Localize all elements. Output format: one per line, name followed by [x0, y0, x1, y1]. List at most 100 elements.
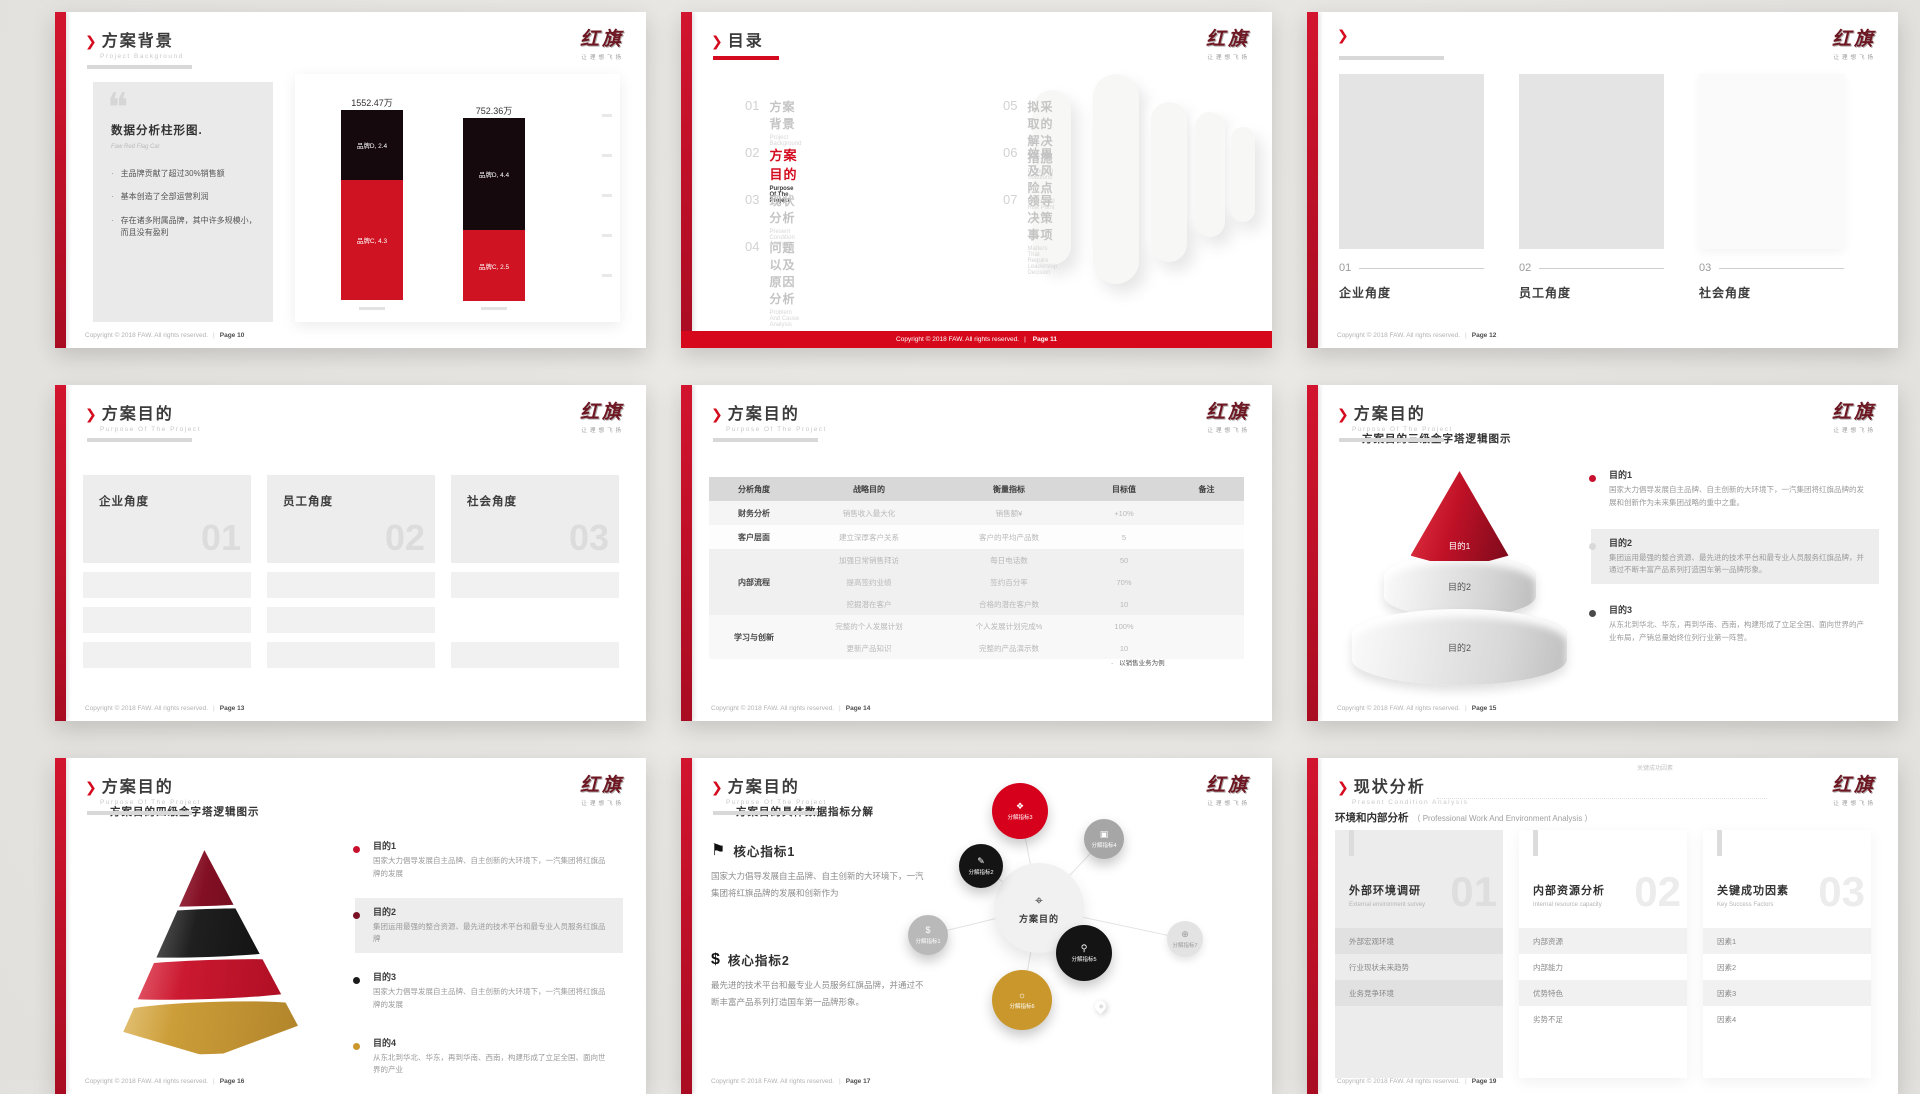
slide-header: ❯ 方案目的 Purpose Of The Project	[85, 773, 201, 815]
toc-item-07[interactable]: 07 领导决策事项 Matters That Require Leadership…	[1003, 192, 1058, 276]
section-subtitle: 环境和内部分析 （ Professional Work And Environm…	[1335, 812, 1593, 824]
slide-12-three-perspectives[interactable]: ❯ 红旗 让理想飞扬 01 企业角度 02 员工角度 03 社会角度 Copyr…	[1307, 12, 1898, 348]
big-number: 01	[1450, 868, 1497, 915]
page-subtitle-en: Purpose Of The Project	[1352, 426, 1453, 433]
item-number-row: 01	[1339, 262, 1484, 274]
stacked-bar-chart: 1552.47万 品牌D, 2.4 品牌C, 4.3 752.36万 品牌D, …	[295, 74, 620, 322]
copyright-text: Copyright © 2018 FAW. All rights reserve…	[711, 1078, 835, 1085]
hongqi-logo-tagline: 让理想飞扬	[1207, 428, 1250, 434]
purpose-item-2: 目的2 集团运用最强的整合资源、最先进的技术平台和最专业人员服务红旗品牌，并通过…	[1589, 528, 1879, 584]
hongqi-logo-text: 红旗	[1831, 774, 1876, 796]
item-number-row: 03	[1699, 262, 1844, 274]
cone-highlight	[109, 847, 306, 1062]
red-accent-stripe	[681, 385, 692, 721]
toc-item-05[interactable]: 05 拟采取的解决措施 Proposed Solutions	[1003, 98, 1054, 181]
slide-header: ❯ 方案目的 Purpose Of The Project	[1337, 400, 1453, 442]
header-underline	[87, 65, 192, 69]
pencil-icon: ✎	[977, 855, 985, 866]
page-subtitle-en: Purpose Of The Project	[100, 799, 201, 806]
hongqi-logo: 红旗 让理想飞扬	[1832, 397, 1876, 434]
table-row: 销售收入最大化 销售额¥ +10%	[842, 508, 1134, 518]
bar-segment-brand-c: 品牌C, 2.5	[463, 230, 525, 301]
card-title: 数据分析柱形图.	[111, 125, 203, 137]
copyright-text: Copyright © 2018 FAW. All rights reserve…	[85, 332, 209, 339]
slide-19-present-condition[interactable]: 关键成功因素 ❯ 现状分析 Present Condition Analysis…	[1307, 758, 1898, 1094]
red-accent-stripe	[55, 385, 66, 721]
purpose-bullet-list: 目的1 国家大力倡导发展自主品牌、自主创新的大环境下，一汽集团将红旗品牌的发展 …	[353, 832, 623, 1094]
red-accent-stripe	[55, 758, 66, 1094]
list-item: · 基本创造了全部运营利润	[111, 192, 209, 202]
decorative-pill	[1231, 127, 1255, 222]
hongqi-logo-text: 红旗	[1831, 401, 1876, 423]
toc-item-03[interactable]: 03 现状分析 Present Condition Analysis	[745, 192, 796, 247]
toc-item-02-active[interactable]: 02 方案目的 Purpose Of The Project	[745, 145, 798, 204]
purpose-item-2: 目的2 集团运用最强的整合资源、最先进的技术平台和最专业人员服务红旗品牌	[353, 897, 623, 953]
red-accent-stripe	[1307, 385, 1318, 721]
pyramid-tier-2: 目的2	[1383, 555, 1536, 617]
bullet-dot-icon	[1589, 610, 1596, 617]
copyright-text: Copyright © 2018 FAW. All rights reserve…	[85, 705, 209, 712]
list-item: 因素3	[1703, 980, 1871, 1006]
slide-footer: Copyright © 2018 FAW. All rights reserve…	[1337, 705, 1497, 712]
dollar-icon: $	[925, 924, 931, 935]
quote-icon: ❝	[107, 85, 129, 131]
hongqi-logo: 红旗 让理想飞扬	[1832, 770, 1876, 807]
slide-footer: Copyright © 2018 FAW. All rights reserve…	[711, 1078, 871, 1085]
hongqi-logo-tagline: 让理想飞扬	[1833, 55, 1876, 61]
purpose-item-1: 目的1 国家大力倡导发展自主品牌、自主创新的大环境下，一汽集团将红旗品牌的发展	[353, 832, 623, 888]
globe-icon: ⊕	[1181, 928, 1189, 939]
header-underline	[713, 56, 779, 60]
toc-item-06[interactable]: 06 效果及风险点 Effect And Risk Point	[1003, 145, 1055, 211]
hongqi-logo: 红旗 让理想飞扬	[1206, 24, 1250, 61]
slide-13-purpose-columns[interactable]: ❯ 方案目的 Purpose Of The Project 红旗 让理想飞扬 企…	[55, 385, 646, 721]
big-number: 02	[384, 517, 425, 558]
chevron-icon: ❯	[1337, 779, 1349, 795]
copyright-text: Copyright © 2018 FAW. All rights reserve…	[1337, 1078, 1461, 1085]
page-number: Page 13	[219, 705, 245, 712]
list-item: 内部能力	[1533, 962, 1563, 972]
decorative-pill	[1033, 90, 1071, 265]
page-title: 方案目的	[101, 406, 174, 423]
hongqi-logo-tagline: 让理想飞扬	[581, 801, 624, 807]
x-axis-label-hint	[481, 307, 507, 310]
slide-16-four-level-pyramid[interactable]: ❯ 方案目的 Purpose Of The Project 红旗 让理想飞扬 方…	[55, 758, 646, 1094]
column-tick	[1533, 830, 1538, 856]
bullet-dot-icon	[353, 1042, 360, 1050]
search-icon: ⚲	[1080, 942, 1088, 953]
chevron-icon: ❯	[1337, 27, 1349, 43]
hongqi-logo-text: 红旗	[1205, 774, 1250, 796]
slide-footer: Copyright © 2018 FAW. All rights reserve…	[85, 705, 245, 712]
slide-11-table-of-contents[interactable]: ❯ 目录 红旗 让理想飞扬 01 方案背景 Project Background …	[681, 12, 1272, 348]
purpose-column-employee: 员工角度 02	[267, 475, 435, 668]
red-accent-stripe	[1307, 12, 1318, 348]
slide-header: ❯ 方案目的 Purpose Of The Project	[85, 400, 201, 442]
hongqi-logo-tagline: 让理想飞扬	[1833, 428, 1876, 434]
y-axis-tick	[602, 114, 612, 117]
bar-1: 1552.47万 品牌D, 2.4 品牌C, 4.3	[341, 96, 403, 300]
pyramid-tier-1: 目的1	[1410, 471, 1509, 561]
page-number: Page 12	[1471, 332, 1497, 339]
slide-header: ❯ 方案背景 Project Background	[85, 27, 192, 69]
bullet-dot-icon	[353, 846, 360, 853]
slide-17-indicator-breakdown[interactable]: ❯ 方案目的 Purpose Of The Project 红旗 让理想飞扬 方…	[681, 758, 1272, 1094]
toc-item-04[interactable]: 04 问题以及原因分析 Problem And Cause Analysis	[745, 239, 800, 328]
red-accent-stripe	[55, 12, 66, 348]
header-underline	[1339, 56, 1444, 60]
slide-15-three-level-pyramid[interactable]: ❯ 方案目的 Purpose Of The Project 红旗 让理想飞扬 方…	[1307, 385, 1898, 721]
placeholder-row	[267, 572, 435, 598]
header-underline	[87, 811, 192, 815]
list-item: 业务竞争环境	[1335, 980, 1503, 1006]
dollar-icon: $	[711, 950, 720, 968]
bulb-icon: ☼	[1017, 989, 1027, 1000]
slide-10-project-background[interactable]: ❯ 方案背景 Project Background 红旗 让理想飞扬 ❝ 数据分…	[55, 12, 646, 348]
page-number: Page 16	[219, 1078, 245, 1085]
perspective-label: 企业角度	[1339, 286, 1392, 300]
toc-item-01[interactable]: 01 方案背景 Project Background	[745, 98, 802, 147]
copyright-text: Copyright © 2018 FAW. All rights reserve…	[1337, 705, 1461, 712]
red-footer-band: Copyright © 2018 FAW. All rights reserve…	[681, 331, 1272, 348]
slide-14-strategy-table[interactable]: ❯ 方案目的 Purpose Of The Project 红旗 让理想飞扬 分…	[681, 385, 1272, 721]
copyright-text: Copyright © 2018 FAW. All rights reserve…	[711, 705, 835, 712]
bullet-dot-icon	[1589, 542, 1596, 550]
placeholder-row	[451, 572, 619, 598]
